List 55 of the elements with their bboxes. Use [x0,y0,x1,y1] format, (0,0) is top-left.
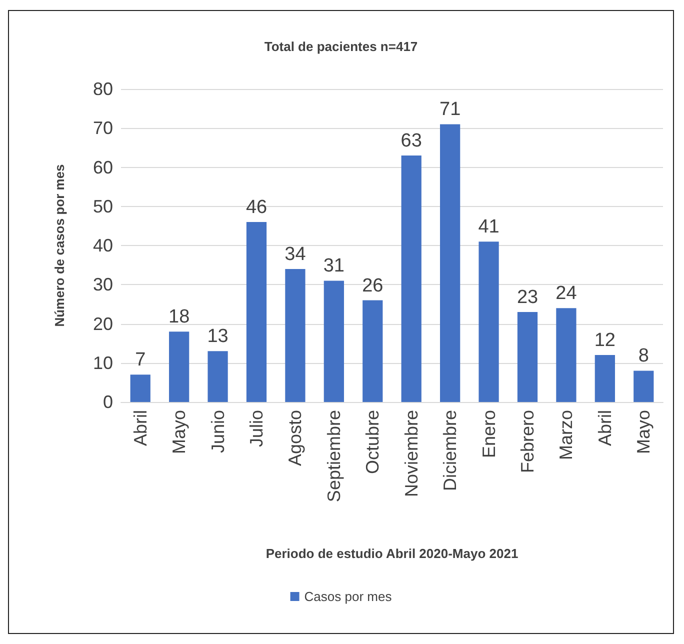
y-axis-title: Número de casos por mes [52,164,67,327]
bar [362,300,383,402]
x-tick-label: Julio [246,410,266,448]
bar [478,242,499,402]
data-label: 26 [362,275,384,296]
bar [556,308,576,402]
data-label: 18 [168,306,190,328]
y-tick-label: 80 [92,79,113,99]
legend-label: Casos por mes [304,589,392,604]
data-label: 31 [323,256,344,277]
data-label: 23 [516,287,538,308]
bar [169,332,190,402]
bar [594,355,615,402]
bar [324,280,344,402]
y-tick-label: 60 [92,157,113,178]
bar [440,124,460,402]
data-label: 12 [594,330,616,352]
x-axis-title: Periodo de estudio Abril 2020-Mayo 2021 [266,546,518,561]
x-tick-label: Abril [594,410,615,446]
x-tick-label: Diciembre [440,410,460,492]
y-tick-label: 50 [92,196,113,216]
bar [401,156,422,402]
x-tick-label: Marzo [556,410,576,460]
data-label: 63 [400,130,422,152]
x-tick-label: Abril [130,410,150,446]
data-label: 7 [135,350,146,371]
x-tick-label: Noviembre [401,410,422,498]
y-tick-label: 20 [92,314,113,334]
y-tick-label: 30 [92,274,113,295]
y-tick-label: 40 [92,236,113,256]
x-tick-label: Octubre [362,410,383,474]
data-label: 46 [246,197,268,218]
x-tick-label: Enero [478,410,499,458]
data-label: 41 [478,216,500,238]
bar [285,268,306,402]
bar [246,222,267,402]
y-tick-label: 70 [92,118,113,138]
bar [208,351,228,402]
data-label: 71 [440,99,461,120]
x-tick-label: Mayo [634,410,654,454]
y-tick-label: 0 [102,392,113,412]
bar [517,312,538,402]
x-tick-label: Mayo [169,410,190,454]
data-label: 8 [638,346,649,367]
data-label: 24 [556,283,578,304]
y-tick-label: 10 [92,352,113,373]
bar [634,370,654,402]
x-tick-label: Junio [208,410,228,454]
chart-title: Total de pacientes n=417 [264,39,418,54]
x-tick-label: Febrero [518,410,538,474]
x-tick-label: Septiembre [324,410,344,502]
x-tick-label: Agosto [285,410,306,466]
data-label: 13 [207,326,228,348]
data-label: 34 [284,244,306,265]
bar [130,374,150,402]
